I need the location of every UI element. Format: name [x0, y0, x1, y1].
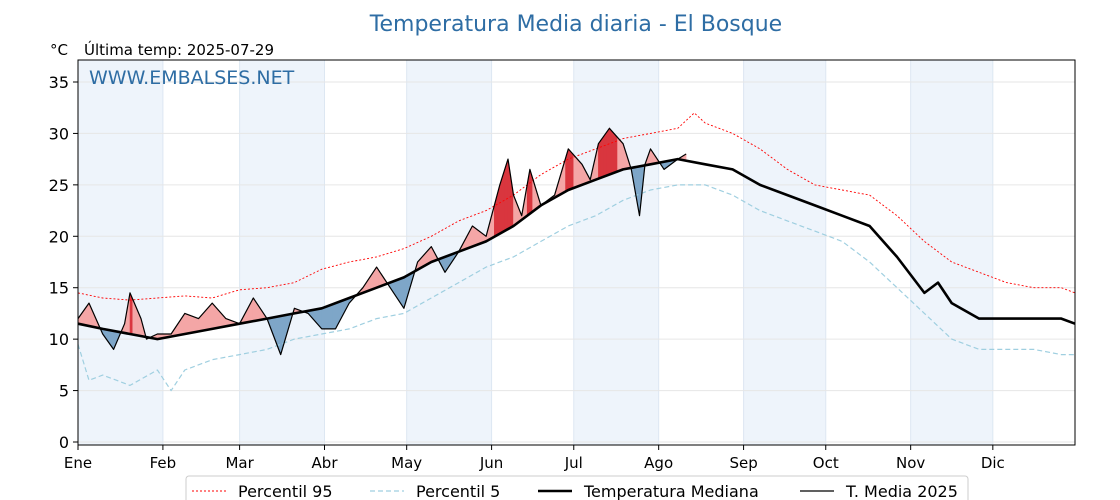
below-median-fill: [329, 303, 334, 330]
y-tick-label: 0: [59, 433, 69, 452]
below-median-fill: [324, 305, 328, 330]
month-label: Mar: [225, 454, 254, 472]
below-median-fill: [326, 304, 331, 330]
month-label: Ene: [64, 454, 92, 472]
legend: Percentil 95 Percentil 5 Temperatura Media…: [185, 475, 969, 500]
y-tick-label: 20: [49, 227, 69, 246]
below-median-fill: [321, 306, 325, 330]
below-median-fill: [332, 302, 336, 330]
above-median-fill: [192, 316, 197, 333]
legend-label: T. Media 2025: [845, 482, 958, 500]
above-median-fill: [184, 312, 188, 335]
year-2025-line: [77, 127, 687, 356]
y-axis: 0 5 10 15 20 25 30 35: [49, 73, 78, 452]
above-median-fill: [609, 127, 613, 176]
below-median-fill: [400, 276, 405, 310]
legend-label: Percentil 5: [416, 482, 500, 500]
above-median-fill: [576, 157, 580, 188]
above-median-fill: [617, 136, 621, 172]
month-band: [239, 60, 325, 445]
x-axis: Ene Feb Mar Abr May Jun Jul Ago Sep Oct Nov Dic: [64, 445, 1005, 472]
month-band: [78, 60, 163, 445]
units-label: °C: [50, 41, 68, 59]
month-label: Oct: [813, 454, 839, 472]
above-median-fill: [603, 131, 607, 178]
legend-label: Percentil 95: [238, 482, 333, 500]
above-median-fill: [209, 302, 213, 330]
above-median-fill: [573, 154, 577, 189]
month-label: Feb: [150, 454, 177, 472]
month-band: [910, 60, 993, 445]
month-label: Jul: [564, 454, 583, 472]
above-median-fill: [474, 227, 479, 246]
legend-label: Temperatura Mediana: [583, 482, 759, 500]
y-tick-label: 15: [49, 279, 69, 298]
month-label: Abr: [312, 454, 339, 472]
above-median-fill: [620, 139, 624, 171]
month-band: [406, 60, 492, 445]
above-median-fill: [598, 138, 602, 180]
above-median-fill: [614, 133, 618, 173]
above-median-fill: [195, 317, 199, 333]
month-label: Sep: [729, 454, 757, 472]
series-lines: [77, 112, 1076, 392]
median-line: [77, 157, 1076, 341]
watermark: WWW.EMBALSES.NET: [89, 67, 295, 89]
above-median-fill: [611, 130, 616, 174]
month-bands: [78, 60, 993, 445]
y-tick-label: 35: [49, 73, 69, 92]
chart-title: Temperatura Media diaria - El Bosque: [369, 12, 782, 37]
y-tick-label: 5: [59, 382, 69, 401]
month-label: Dic: [981, 454, 1005, 472]
above-median-fill: [600, 135, 605, 179]
above-median-fill: [206, 305, 210, 331]
above-median-fill: [502, 167, 506, 233]
y-tick-label: 30: [49, 124, 69, 143]
plot-frame: [77, 59, 1076, 446]
month-band: [743, 60, 826, 445]
above-median-fill: [606, 127, 610, 177]
above-median-fill: [567, 148, 572, 191]
above-median-fill: [211, 302, 216, 330]
month-label: Ago: [644, 454, 673, 472]
last-temp-label: Última temp: 2025-07-29: [84, 40, 274, 59]
above-median-fill: [504, 159, 509, 232]
month-label: Jun: [479, 454, 503, 472]
month-label: Nov: [896, 454, 925, 472]
above-median-fill: [187, 314, 191, 334]
above-median-fill: [578, 160, 583, 187]
month-label: May: [391, 454, 422, 472]
y-tick-label: 10: [49, 330, 69, 349]
legend-box: [185, 475, 969, 500]
percentile-5-line: [77, 184, 1075, 392]
y-tick-label: 25: [49, 176, 69, 195]
above-median-fill: [472, 225, 476, 248]
month-band: [573, 60, 659, 445]
above-median-fill: [189, 315, 194, 334]
percentile-95-line: [77, 112, 1076, 301]
